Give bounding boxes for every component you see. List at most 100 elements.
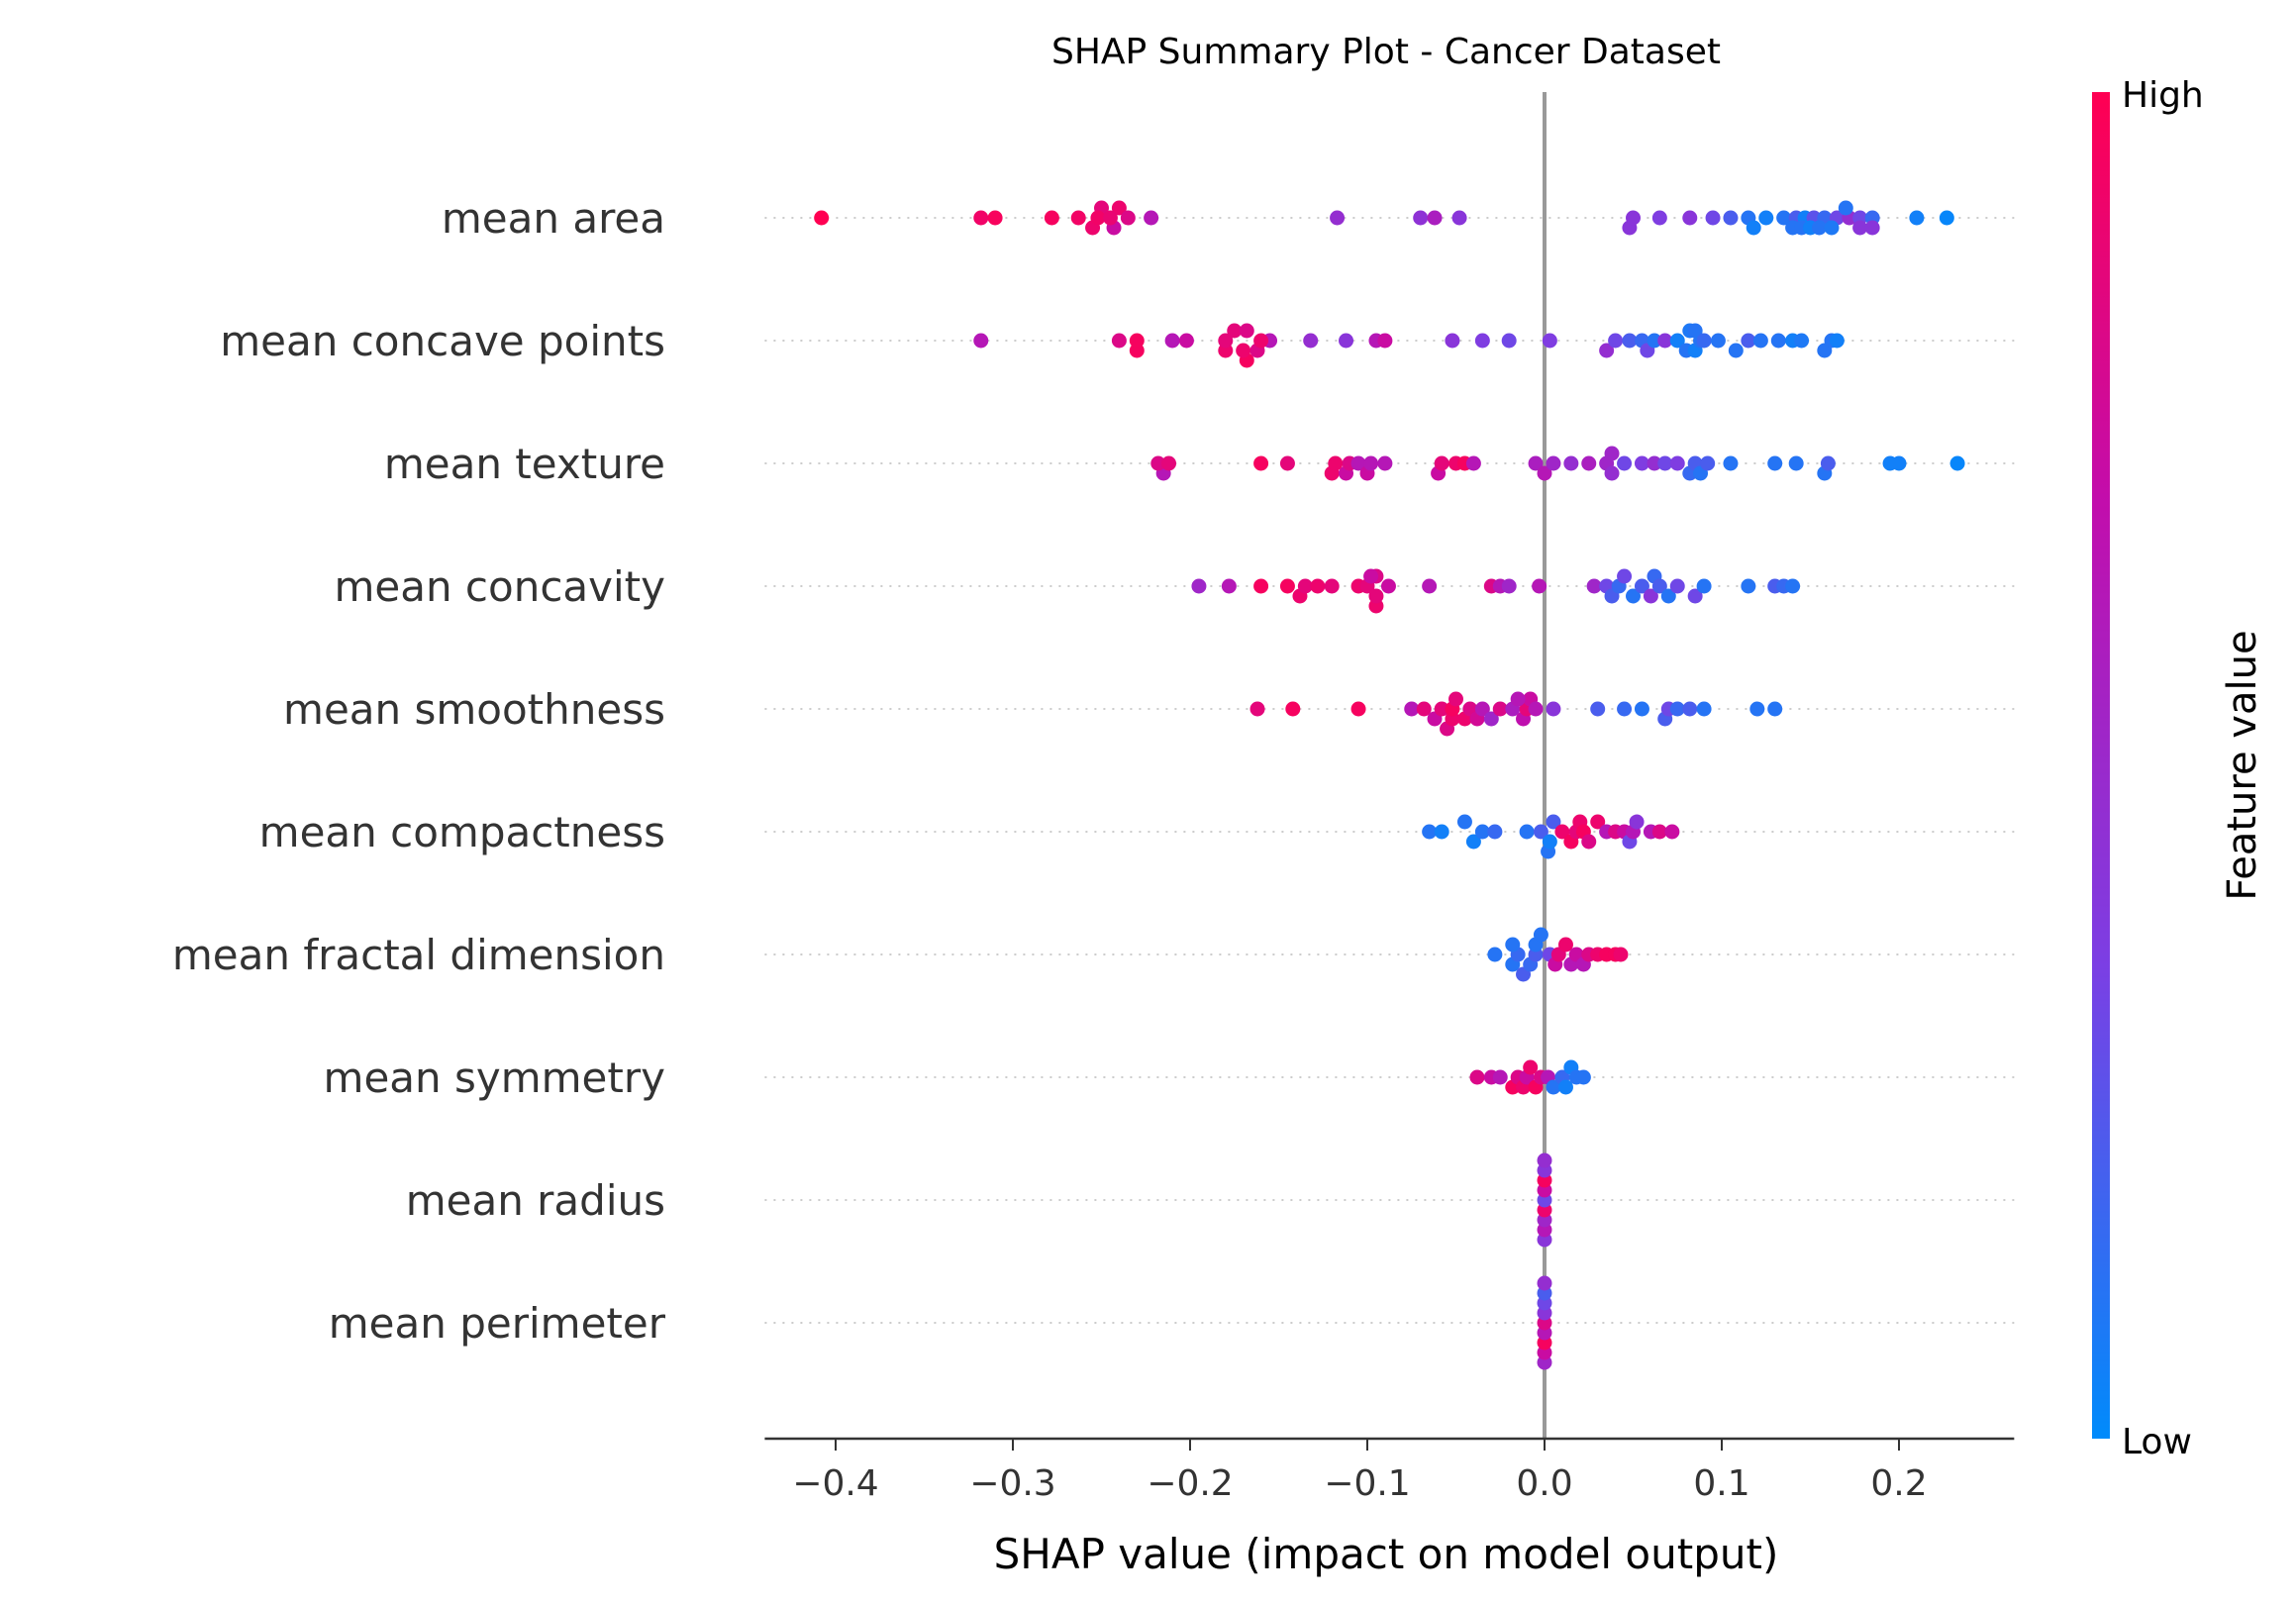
x-tick-label: 0.0 [1516, 1463, 1572, 1504]
shap-point [1824, 220, 1840, 236]
shap-point [1657, 455, 1673, 471]
shap-point [1445, 333, 1460, 349]
shap-point [1741, 333, 1756, 349]
shap-point [1829, 333, 1845, 349]
colorbar [2092, 92, 2110, 1439]
shap-point [1696, 333, 1712, 349]
shap-point [1456, 814, 1472, 830]
feature-label: mean perimeter [329, 1299, 666, 1348]
shap-point [1687, 323, 1703, 339]
feature-label: mean area [442, 194, 665, 243]
feature-label: mean compactness [259, 808, 665, 856]
shap-point [1758, 210, 1774, 226]
shap-point [1604, 446, 1620, 461]
shap-point [1537, 465, 1552, 481]
x-tick-label: −0.2 [1147, 1463, 1233, 1504]
shap-point [1852, 220, 1868, 236]
shap-point [1634, 455, 1649, 471]
shap-point [1788, 455, 1804, 471]
shap-point [1505, 937, 1521, 953]
shap-point [1249, 701, 1265, 717]
shap-point [1613, 947, 1629, 962]
shap-point [1150, 455, 1166, 471]
shap-point [1191, 578, 1207, 594]
shap-point [1557, 937, 1573, 953]
shap-point [1350, 455, 1366, 471]
shap-point [1586, 578, 1602, 594]
shap-point [1279, 455, 1295, 471]
shap-point [814, 210, 830, 226]
shap-point [1546, 1079, 1561, 1095]
feature-label: mean radius [406, 1176, 665, 1225]
shap-point [1465, 455, 1481, 471]
shap-point [1617, 701, 1633, 717]
shap-point [1669, 578, 1685, 594]
shap-point [973, 210, 989, 226]
feature-label: mean concave points [220, 317, 665, 365]
shap-point [1324, 578, 1340, 594]
shap-point [1487, 824, 1503, 840]
shap-point [1070, 210, 1086, 226]
shap-point [1575, 1069, 1591, 1085]
shap-point [1533, 927, 1548, 943]
shap-point [1838, 200, 1853, 216]
shap-point [1363, 455, 1379, 471]
shap-point [1483, 711, 1499, 727]
x-axis: −0.4 −0.3 −0.2 −0.1 0.0 0.1 0.2 [764, 1437, 2015, 1504]
shap-point [1776, 210, 1792, 226]
shap-point [1537, 1153, 1552, 1168]
shap-point [1377, 455, 1393, 471]
shap-point [1643, 588, 1658, 604]
colorbar-high-label: High [2122, 75, 2204, 116]
shap-point [1330, 210, 1346, 226]
shap-point [1767, 701, 1783, 717]
shap-point [1434, 701, 1449, 717]
shap-point [1532, 578, 1547, 594]
shap-point [1939, 210, 1954, 226]
shap-point [1434, 824, 1449, 840]
x-tick-label: −0.4 [792, 1463, 878, 1504]
shap-point [1239, 323, 1254, 339]
shap-point [1682, 701, 1698, 717]
shap-point [1451, 210, 1467, 226]
shap-point [1581, 834, 1597, 850]
shap-point [1626, 210, 1641, 226]
colorbar-low-label: Low [2122, 1422, 2192, 1462]
shap-point [1404, 701, 1420, 717]
shap-point [1510, 691, 1526, 707]
data-points [814, 200, 1965, 1370]
shap-point [1492, 701, 1508, 717]
shap-point [1864, 220, 1880, 236]
shap-point [1427, 210, 1443, 226]
shap-point [1669, 455, 1685, 471]
shap-point [1647, 455, 1662, 471]
shap-point [1741, 578, 1756, 594]
shap-point [1608, 333, 1624, 349]
feature-label: mean fractal dimension [172, 931, 665, 979]
shap-point [1542, 333, 1557, 349]
shap-point [1563, 455, 1579, 471]
shap-point [1523, 1059, 1539, 1075]
shap-point [1474, 333, 1490, 349]
shap-point [1339, 333, 1354, 349]
shap-point [1696, 701, 1712, 717]
shap-point [1664, 824, 1680, 840]
x-tick-label: 0.1 [1693, 1463, 1749, 1504]
shap-point [1465, 834, 1481, 850]
shap-point [1279, 578, 1295, 594]
shap-point [1221, 578, 1237, 594]
shap-point [1651, 578, 1667, 594]
shap-point [1634, 701, 1649, 717]
shap-point [1687, 588, 1703, 604]
shap-point [1380, 578, 1396, 594]
shap-point [1657, 333, 1673, 349]
shap-point [1891, 455, 1907, 471]
shap-point [1285, 701, 1301, 717]
x-tick-label: 0.2 [1870, 1463, 1927, 1504]
shap-point [1728, 343, 1744, 358]
shap-point [1519, 824, 1535, 840]
shap-point [1416, 701, 1432, 717]
shap-point [1253, 333, 1269, 349]
shap-point [1617, 455, 1633, 471]
shap-point [1253, 455, 1269, 471]
